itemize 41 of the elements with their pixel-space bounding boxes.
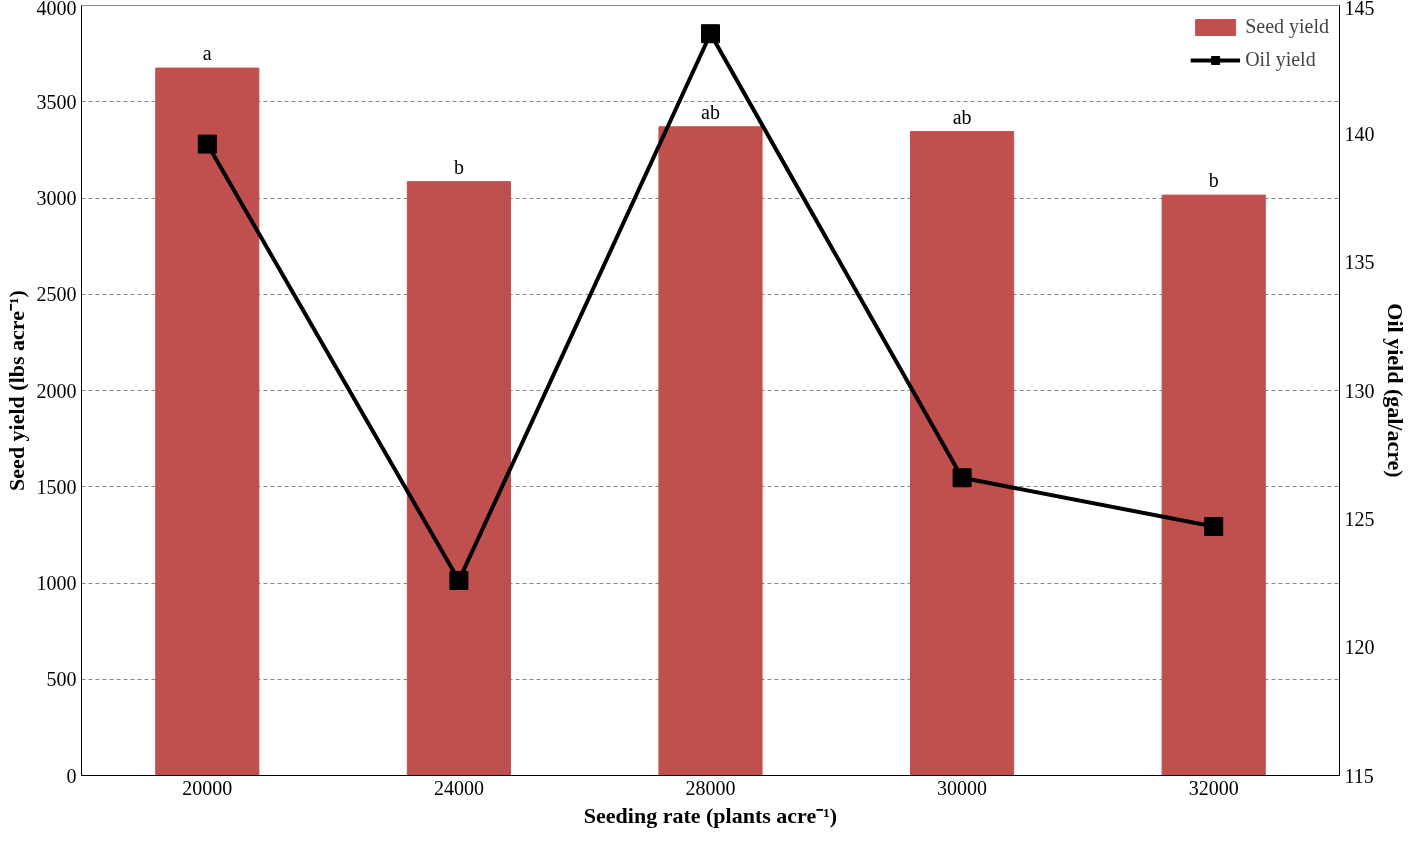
x-tick-label: 20000 <box>182 776 233 799</box>
annotation: ab <box>952 105 972 128</box>
y-tick-label: 2500 <box>36 283 77 306</box>
legend-label: Oil yield <box>1245 48 1316 71</box>
annotation: b <box>1208 169 1219 192</box>
y-tick-label: 1000 <box>36 572 77 594</box>
annotation: a <box>202 42 212 65</box>
legend-label: Seed yield <box>1245 15 1329 38</box>
y-tick-label: 4000 <box>36 0 77 19</box>
y2-axis-title: Oil yield (gal/acre) <box>1382 303 1408 478</box>
y2-tick-label: 145 <box>1344 0 1375 19</box>
bar <box>406 181 511 776</box>
y-axis-title: Seed yield (lbs acre⁻¹) <box>3 290 29 491</box>
y2-tick-label: 135 <box>1344 251 1375 274</box>
point <box>701 24 720 44</box>
y2-tick-label: 125 <box>1344 507 1375 530</box>
x-tick-label: 28000 <box>685 776 736 799</box>
y-tick-label: 3000 <box>36 187 77 209</box>
y-tick-label: 3500 <box>36 90 77 113</box>
y-tick-label: 1500 <box>36 475 77 498</box>
bar <box>1161 194 1266 776</box>
y2-tick-label: 115 <box>1344 764 1374 787</box>
point <box>449 570 469 590</box>
y2-tick-label: 140 <box>1344 122 1375 145</box>
bar <box>658 126 763 776</box>
y-tick-label: 2000 <box>36 379 77 402</box>
y2-tick-label: 130 <box>1344 379 1375 402</box>
bar <box>155 67 260 776</box>
point <box>1204 517 1224 537</box>
x-tick-label: 32000 <box>1188 776 1239 799</box>
x-tick-label: 30000 <box>937 776 988 799</box>
annotation: ab <box>701 100 720 123</box>
y-tick-label: 0 <box>66 764 77 787</box>
y-tick-label: 500 <box>46 668 77 691</box>
x-axis-title: Seeding rate (plants acre⁻¹) <box>583 802 838 828</box>
annotation: b <box>453 155 464 178</box>
point <box>197 134 217 154</box>
bar <box>910 131 1015 776</box>
x-tick-label: 24000 <box>433 776 484 799</box>
point <box>952 468 972 488</box>
y2-tick-label: 120 <box>1344 636 1375 659</box>
